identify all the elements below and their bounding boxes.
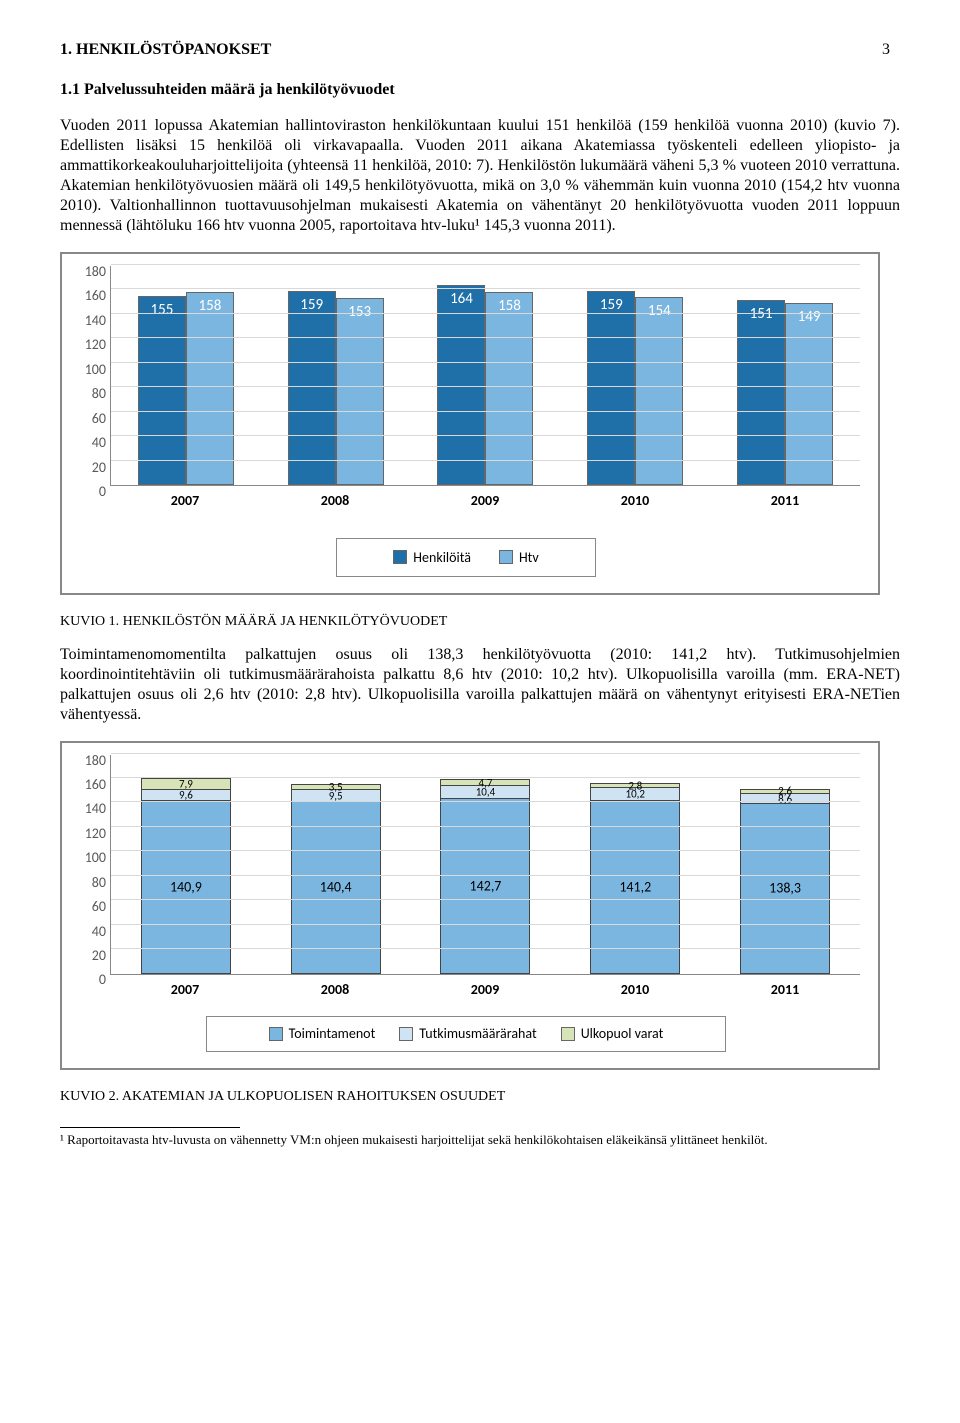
bar-value-label: 159 [588, 296, 634, 315]
xtick-label: 2011 [710, 486, 860, 510]
footnote-rule [60, 1127, 240, 1128]
bar-value-label: 155 [139, 301, 185, 320]
bar: 153 [336, 298, 384, 485]
bar-segment: 9,6 [142, 789, 230, 801]
legend-swatch-icon [269, 1027, 283, 1041]
bar-group: 140,49,53,5 [261, 755, 411, 974]
legend-label: Htv [519, 549, 539, 567]
legend-label: Toimintamenot [289, 1025, 376, 1043]
chart-1-plot: 155158159153164158159154151149 [110, 266, 860, 486]
caption-1: KUVIO 1. HENKILÖSTÖN MÄÄRÄ JA HENKILÖTYÖ… [60, 613, 900, 631]
xtick-label: 2011 [710, 975, 860, 999]
segment-value-label: 141,2 [591, 878, 679, 896]
stacked-bar: 141,210,22,8 [590, 783, 680, 973]
segment-value-label: 140,9 [142, 878, 230, 896]
segment-value-label: 142,7 [441, 877, 529, 895]
heading-1: 1. HENKILÖSTÖPANOKSET [60, 40, 900, 60]
caption-2: KUVIO 2. AKATEMIAN JA ULKOPUOLISEN RAHOI… [60, 1088, 900, 1106]
legend-item-htv: Htv [499, 549, 539, 567]
segment-value-label: 140,4 [292, 878, 380, 896]
bar-group: 155158 [111, 266, 261, 485]
segment-value-label: 7,9 [142, 778, 230, 789]
bar: 154 [635, 297, 683, 485]
segment-value-label: 3,5 [292, 782, 380, 793]
chart-2-plot: 140,99,67,9140,49,53,5142,710,44,7141,21… [110, 755, 860, 975]
legend-swatch-icon [499, 550, 513, 564]
bar-group: 142,710,44,7 [411, 755, 561, 974]
chart-2-legend: Toimintamenot Tutkimusmäärärahat Ulkopuo… [206, 1016, 726, 1052]
segment-value-label: 138,3 [741, 880, 829, 898]
bar-segment: 2,8 [591, 784, 679, 787]
legend-label: Ulkopuol varat [581, 1025, 664, 1043]
bar-segment: 7,9 [142, 779, 230, 789]
bar-group: 140,9 9,67,9 [111, 755, 261, 974]
chart-1-legend: Henkilöitä Htv [336, 538, 596, 578]
bar-segment: 3,5 [292, 785, 380, 789]
bar: 164 [437, 285, 485, 485]
segment-value-label: 4,7 [441, 777, 529, 788]
bar: 158 [485, 292, 533, 485]
chart-2: 020406080100120140160180 140,99,67,9140,… [60, 741, 880, 1070]
legend-item-ulkopuol-varat: Ulkopuol varat [561, 1025, 664, 1043]
bar: 155 [138, 296, 186, 485]
footnote-1: ¹ Raportoitavasta htv-luvusta on vähenne… [60, 1132, 900, 1148]
bar-value-label: 164 [438, 290, 484, 309]
stacked-bar: 140,49,53,5 [291, 784, 381, 973]
bar: 151 [737, 300, 785, 485]
xtick-label: 2007 [110, 975, 260, 999]
bar-segment: 4,7 [441, 780, 529, 786]
bar: 159 [288, 291, 336, 485]
xtick-label: 2010 [560, 486, 710, 510]
bar-group: 164158 [411, 266, 561, 485]
legend-item-tutkimusmaararahat: Tutkimusmäärärahat [399, 1025, 536, 1043]
bar-group: 141,210,22,8 [560, 755, 710, 974]
segment-value-label: 2,6 [741, 786, 829, 797]
legend-item-henkiloita: Henkilöitä [393, 549, 471, 567]
segment-value-label: 2,8 [591, 780, 679, 791]
xtick-label: 2008 [260, 975, 410, 999]
xtick-label: 2007 [110, 486, 260, 510]
bar-group: 159153 [261, 266, 411, 485]
chart-1: 020406080100120140160180 155158159153164… [60, 252, 880, 595]
bar-segment: 142,7 [441, 798, 529, 972]
chart-2-xaxis: 20072008200920102011 [110, 975, 860, 999]
paragraph-2: Toimintamenomomentilta palkattujen osuus… [60, 645, 900, 725]
chart-2-yaxis: 020406080100120140160180 [72, 755, 106, 975]
xtick-label: 2009 [410, 975, 560, 999]
bar: 159 [587, 291, 635, 485]
stacked-bar: 138,38,62,6 [740, 789, 830, 974]
bar-value-label: 149 [786, 308, 832, 327]
chart-1-xaxis: 20072008200920102011 [110, 486, 860, 510]
segment-value-label: 9,6 [142, 789, 230, 800]
legend-item-toimintamenot: Toimintamenot [269, 1025, 376, 1043]
xtick-label: 2008 [260, 486, 410, 510]
legend-swatch-icon [393, 550, 407, 564]
bar-group: 151149 [710, 266, 860, 485]
legend-label: Henkilöitä [413, 549, 471, 567]
xtick-label: 2009 [410, 486, 560, 510]
chart-1-yaxis: 020406080100120140160180 [72, 266, 106, 486]
stacked-bar: 142,710,44,7 [440, 779, 530, 974]
bar-segment: 2,6 [741, 790, 829, 793]
bar-value-label: 159 [289, 296, 335, 315]
heading-1.1: 1.1 Palvelussuhteiden määrä ja henkilöty… [60, 80, 900, 100]
bar: 149 [785, 303, 833, 485]
bar-value-label: 151 [738, 305, 784, 324]
bar-group: 138,38,62,6 [710, 755, 860, 974]
bar-group: 159154 [560, 266, 710, 485]
xtick-label: 2010 [560, 975, 710, 999]
paragraph-1: Vuoden 2011 lopussa Akatemian hallintovi… [60, 116, 900, 236]
legend-swatch-icon [399, 1027, 413, 1041]
page-number: 3 [882, 40, 890, 60]
bar-value-label: 154 [636, 302, 682, 321]
legend-swatch-icon [561, 1027, 575, 1041]
bar: 158 [186, 292, 234, 485]
legend-label: Tutkimusmäärärahat [419, 1025, 536, 1043]
